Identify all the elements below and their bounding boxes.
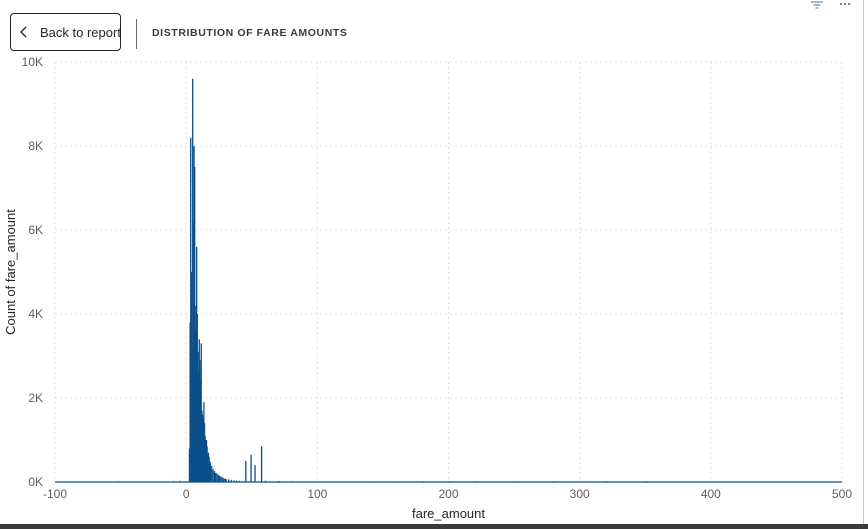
histogram-bar — [192, 221, 195, 482]
histogram-bar — [193, 146, 195, 482]
histogram-bar — [209, 461, 211, 482]
histogram-bar — [213, 471, 216, 482]
y-tick-label: 10K — [22, 55, 43, 69]
histogram-bar — [217, 474, 219, 482]
bottom-border — [0, 524, 868, 529]
histogram-bar — [236, 480, 238, 482]
x-tick-label: 400 — [701, 487, 721, 501]
histogram-bar — [197, 372, 200, 482]
histogram-bar — [192, 78, 194, 483]
histogram-bar — [264, 480, 267, 482]
y-axis-title: Count of fare_amount — [3, 209, 18, 335]
x-tick-label: 200 — [438, 487, 458, 501]
back-to-report-button[interactable]: Back to report — [10, 13, 121, 51]
histogram-bar — [205, 440, 207, 482]
x-tick-label: 0 — [183, 487, 190, 501]
filter-icon[interactable] — [810, 0, 824, 10]
x-tick-label: 500 — [832, 487, 852, 501]
histogram-bar — [220, 476, 222, 482]
histogram-bar — [191, 347, 193, 482]
x-axis-title: fare_amount — [412, 506, 485, 521]
histogram-bar — [189, 322, 191, 482]
histogram-bar — [260, 446, 263, 482]
y-tick-label: 8K — [28, 139, 43, 153]
histogram-bar — [216, 473, 218, 482]
histogram-bar — [188, 448, 191, 482]
histogram-bar — [190, 272, 193, 482]
y-tick-label: 2K — [28, 391, 43, 405]
x-tick-label: 300 — [570, 487, 590, 501]
histogram-bar — [203, 402, 205, 482]
histogram-bar — [190, 137, 192, 482]
histogram-bar — [225, 479, 227, 482]
histogram-bar — [203, 423, 206, 482]
histogram-bar — [200, 343, 202, 482]
histogram-bar — [215, 472, 217, 482]
header-divider — [136, 19, 137, 49]
more-options-icon[interactable] — [838, 0, 852, 10]
histogram-bar — [230, 479, 233, 482]
y-axis-ticks: 0K 2K 4K 6K 8K 10K — [22, 55, 43, 489]
histogram-bar — [195, 305, 197, 482]
gridlines — [54, 61, 843, 482]
histogram-bar — [209, 463, 212, 482]
histogram-bar — [254, 465, 256, 482]
histogram-bar — [196, 314, 198, 482]
x-tick-label: 100 — [307, 487, 327, 501]
histogram-bar — [197, 351, 199, 482]
histogram-bar — [201, 414, 204, 482]
histogram-bar — [208, 456, 210, 482]
histogram-bar — [207, 454, 209, 482]
histogram-bar — [218, 475, 221, 482]
histogram-bar — [199, 381, 202, 482]
back-button-label: Back to report — [40, 25, 121, 40]
y-tick-label: 4K — [28, 307, 43, 321]
histogram-bar — [245, 461, 247, 482]
histogram-bar — [199, 360, 201, 482]
histogram-bar — [221, 477, 223, 482]
histogram-bar — [250, 454, 252, 482]
histogram-bar — [212, 469, 214, 482]
visual-title: DISTRIBUTION OF FARE AMOUNTS — [152, 27, 348, 39]
histogram-bar — [228, 479, 230, 482]
histogram-bar — [205, 440, 208, 482]
y-tick-label: 0K — [28, 475, 43, 489]
histogram-bar — [196, 246, 198, 482]
histogram-bar — [202, 419, 204, 482]
chevron-left-icon — [20, 26, 27, 38]
y-tick-label: 6K — [28, 223, 43, 237]
x-axis-ticks: -100 0 100 200 300 400 500 — [43, 487, 852, 501]
bars — [117, 78, 647, 483]
histogram-bar — [233, 480, 235, 482]
x-tick-label: -100 — [43, 487, 67, 501]
histogram-bar — [198, 339, 200, 482]
histogram-bar — [204, 435, 206, 482]
histogram-bar — [194, 330, 196, 482]
histogram-bar — [179, 480, 181, 482]
histogram-bar — [224, 478, 226, 482]
histogram-bar — [194, 167, 196, 482]
histogram-bar — [207, 452, 210, 482]
histogram-bar — [238, 480, 240, 482]
histogram-bar — [222, 478, 225, 482]
histogram-bar — [201, 410, 203, 482]
histogram-bar — [206, 446, 208, 482]
histogram-bar — [211, 466, 213, 482]
